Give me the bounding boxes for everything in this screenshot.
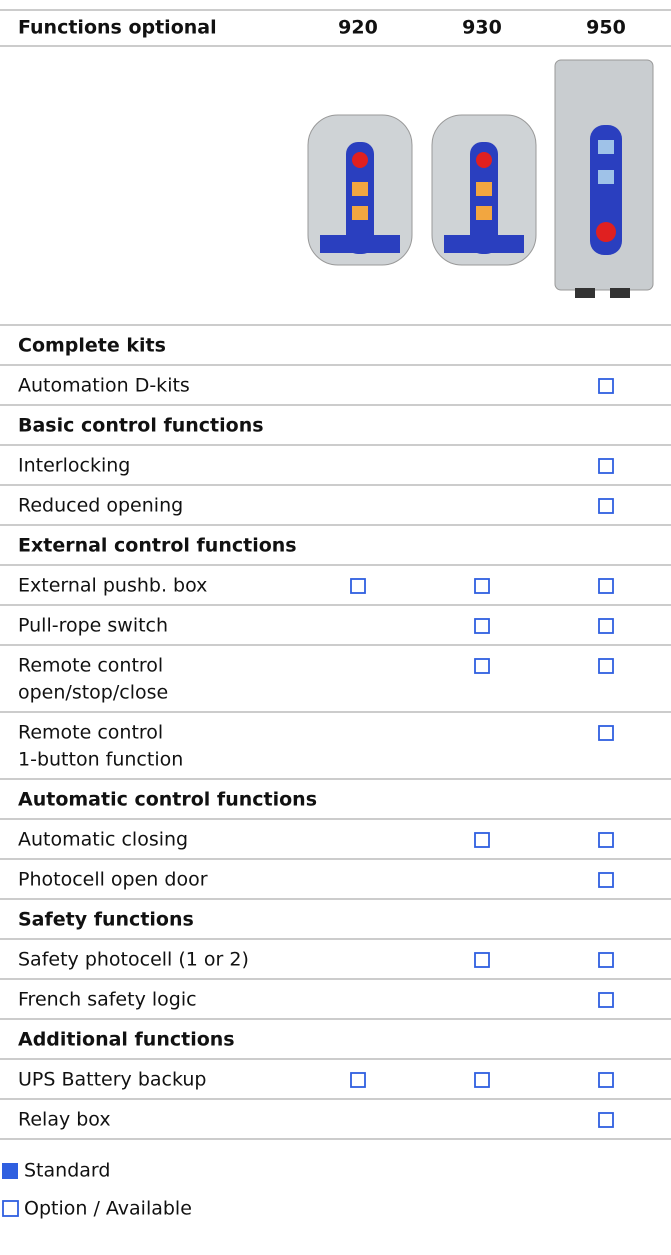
row-label: Pull-rope switch [18,615,168,637]
section-title: Complete kits [18,335,166,357]
legend-standard-swatch [2,1163,18,1179]
row-label: Relay box [18,1109,111,1131]
option-box [598,952,614,968]
option-box [598,498,614,514]
product-950 [554,59,654,298]
row-label: Safety photocell (1 or 2) [18,949,249,971]
product-930 [431,114,537,266]
option-box [598,578,614,594]
header-title: Functions optional [18,17,217,39]
row-label: Remote control [18,722,163,744]
section-title: Basic control functions [18,415,264,437]
row-label: External pushb. box [18,575,207,597]
option-box [474,618,490,634]
column-header: 930 [462,17,502,39]
legend-option: Option / Available [24,1198,192,1220]
legend-option-swatch [2,1200,19,1217]
option-box [598,618,614,634]
row-label: UPS Battery backup [18,1069,207,1091]
option-box [350,1072,366,1088]
option-box [598,1072,614,1088]
option-box [598,458,614,474]
option-box [474,658,490,674]
option-box [598,992,614,1008]
section-title: Safety functions [18,909,194,931]
option-box [350,578,366,594]
section-title: Additional functions [18,1029,235,1051]
row-label: Automatic closing [18,829,188,851]
option-box [598,872,614,888]
option-box [474,1072,490,1088]
column-header: 950 [586,17,626,39]
option-box [598,1112,614,1128]
option-box [474,952,490,968]
row-label: open/stop/close [18,682,168,704]
row-label: Reduced opening [18,495,183,517]
legend-standard: Standard [24,1160,110,1182]
row-label: Remote control [18,655,163,677]
column-header: 920 [338,17,378,39]
option-box [598,658,614,674]
product-920 [307,114,413,266]
section-title: External control functions [18,535,297,557]
row-label: 1-button function [18,749,183,771]
row-label: Photocell open door [18,869,208,891]
option-box [598,725,614,741]
option-box [474,578,490,594]
row-label: Automation D-kits [18,375,190,397]
section-title: Automatic control functions [18,789,317,811]
option-box [598,378,614,394]
option-box [474,832,490,848]
row-label: Interlocking [18,455,130,477]
option-box [598,832,614,848]
row-label: French safety logic [18,989,197,1011]
